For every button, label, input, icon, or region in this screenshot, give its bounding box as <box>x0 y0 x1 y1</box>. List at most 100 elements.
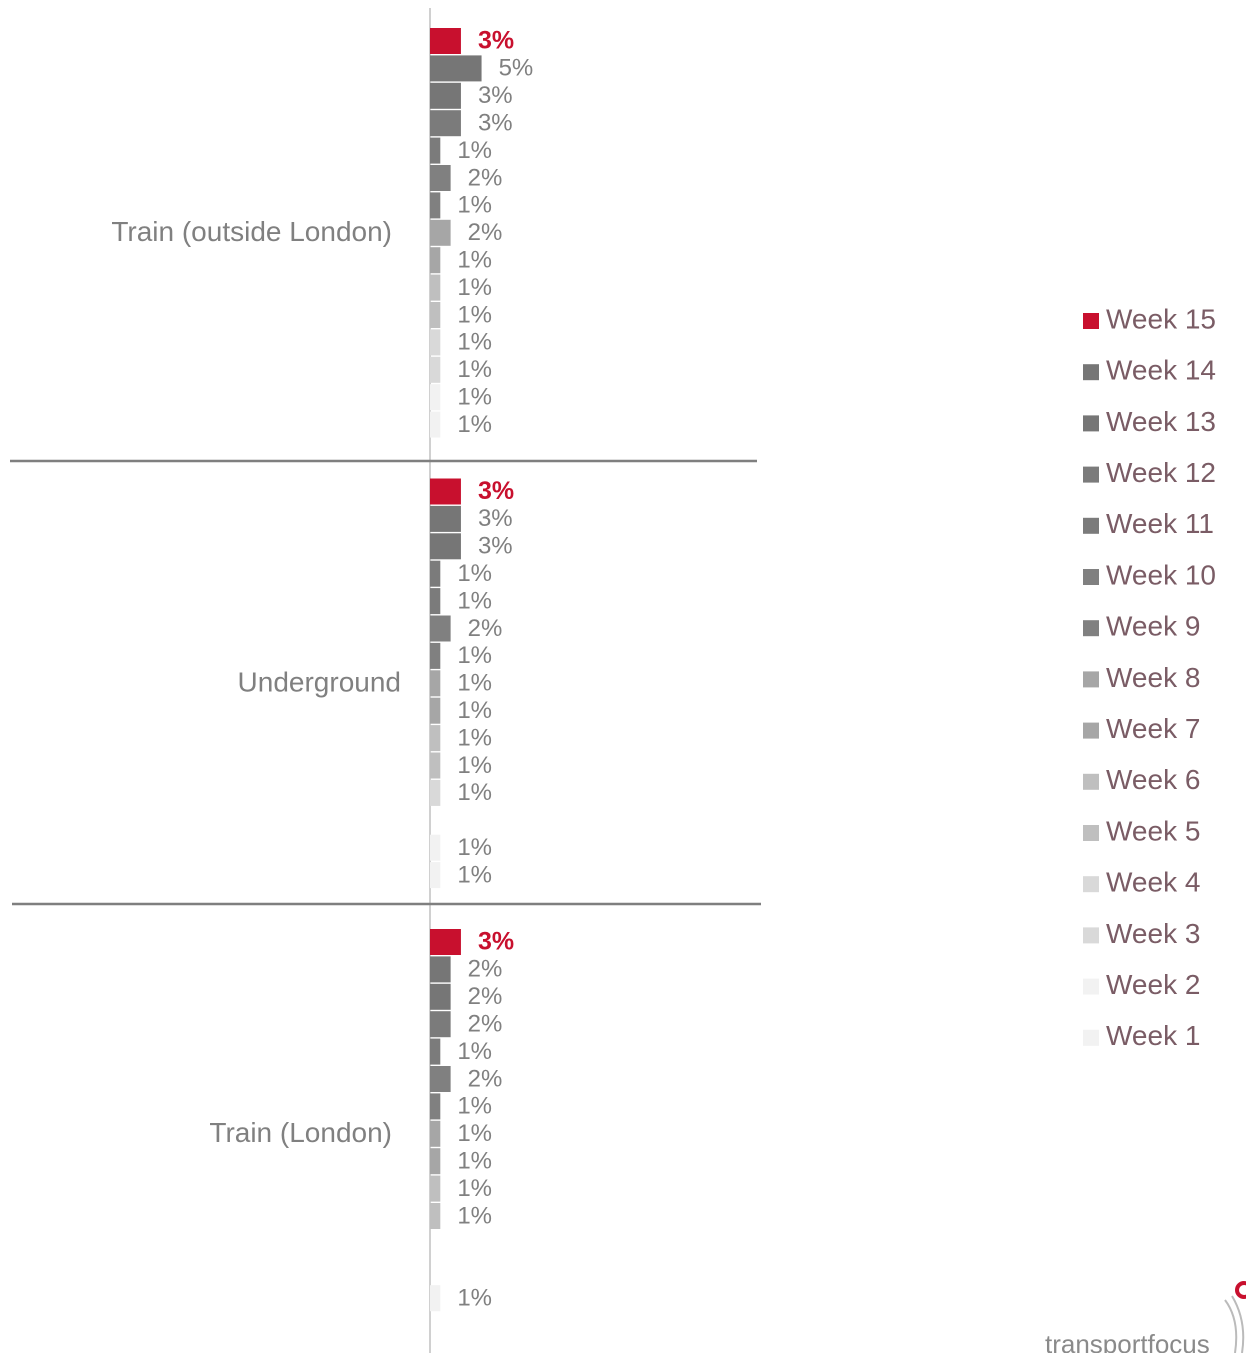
legend-swatch <box>1083 1029 1099 1046</box>
legend-swatch <box>1083 722 1099 739</box>
legend-swatch <box>1083 569 1099 585</box>
legend-label: Week 11 <box>1106 508 1214 539</box>
bar <box>430 1203 441 1229</box>
value-label: 1% <box>457 1175 492 1202</box>
bar <box>430 1175 441 1202</box>
bar <box>430 219 451 246</box>
bar <box>430 533 461 560</box>
legend-label: Week 12 <box>1106 457 1216 488</box>
legend-swatch <box>1083 364 1099 381</box>
value-label: 3% <box>478 477 514 505</box>
value-label: 2% <box>468 956 503 983</box>
value-label: 1% <box>457 670 492 697</box>
bar <box>430 356 441 383</box>
value-label: 1% <box>457 587 492 614</box>
legend-swatch <box>1083 517 1099 534</box>
bar <box>430 82 461 109</box>
legend-swatch <box>1083 671 1099 688</box>
legend-label: Week 9 <box>1106 611 1200 642</box>
value-label: 3% <box>478 82 513 109</box>
logo: transportfocus <box>1045 1329 1210 1353</box>
value-label: 1% <box>457 1285 492 1312</box>
value-label: 1% <box>457 1148 492 1175</box>
legend-swatch <box>1083 876 1099 893</box>
legend-label: Week 2 <box>1106 969 1200 1000</box>
bar <box>430 615 451 642</box>
value-label: 1% <box>457 1120 492 1147</box>
bar <box>430 642 441 669</box>
legend-label: Week 14 <box>1106 355 1216 386</box>
legend-swatch <box>1083 927 1099 944</box>
value-label: 1% <box>457 861 492 888</box>
legend-label: Week 15 <box>1106 303 1216 334</box>
value-label: 1% <box>457 137 492 164</box>
legend-swatch <box>1083 620 1099 637</box>
value-label: 1% <box>457 329 492 356</box>
value-label: 1% <box>457 384 492 411</box>
value-label: 3% <box>478 928 514 956</box>
category-label: Train (outside London) <box>111 216 392 247</box>
bar <box>430 110 461 137</box>
bar <box>430 956 451 983</box>
value-label: 1% <box>457 192 492 219</box>
legend-label: Week 5 <box>1106 815 1200 846</box>
value-label: 1% <box>457 834 492 861</box>
bar <box>430 302 441 328</box>
value-label: 1% <box>457 1093 492 1120</box>
bar <box>430 1120 441 1147</box>
bar <box>430 834 441 861</box>
bar <box>430 384 441 411</box>
value-label: 1% <box>457 560 492 587</box>
bar <box>430 983 451 1010</box>
bar <box>430 670 441 697</box>
bar <box>430 1011 451 1038</box>
value-label: 1% <box>457 779 492 806</box>
bar <box>430 1093 441 1120</box>
value-label: 1% <box>457 1038 492 1065</box>
bar <box>430 929 461 955</box>
bar <box>430 247 441 274</box>
legend-label: Week 3 <box>1106 918 1200 949</box>
value-label: 2% <box>468 219 503 246</box>
bar <box>430 560 441 587</box>
value-label: 1% <box>457 697 492 724</box>
legend-label: Week 10 <box>1106 559 1216 590</box>
value-label: 2% <box>468 983 503 1010</box>
legend-swatch <box>1083 313 1099 329</box>
logo-mark <box>1224 1295 1245 1353</box>
bar <box>430 779 441 806</box>
value-label: 1% <box>457 356 492 383</box>
value-label: 1% <box>457 247 492 274</box>
legend-swatch <box>1083 415 1099 432</box>
category-label: Train (London) <box>209 1117 392 1148</box>
legend-label: Week 8 <box>1106 662 1200 693</box>
value-label: 5% <box>499 55 534 82</box>
bar <box>430 862 441 889</box>
legend-label: Week 6 <box>1106 764 1200 795</box>
value-label: 2% <box>468 164 503 191</box>
logo-mark <box>1235 1281 1246 1299</box>
bar <box>430 411 441 438</box>
value-label: 3% <box>478 110 513 137</box>
value-label: 1% <box>457 724 492 751</box>
value-label: 1% <box>457 301 492 328</box>
bar <box>430 725 441 752</box>
value-label: 2% <box>468 1065 503 1092</box>
legend-swatch <box>1083 466 1099 483</box>
bar <box>430 274 441 301</box>
value-label: 3% <box>478 27 514 55</box>
legend-swatch <box>1083 825 1099 841</box>
legend-swatch <box>1083 773 1099 790</box>
value-label: 2% <box>468 615 503 642</box>
legend-label: Week 7 <box>1106 713 1200 744</box>
bar <box>430 588 441 615</box>
bar <box>430 1148 441 1175</box>
value-label: 1% <box>457 1202 492 1229</box>
value-label: 1% <box>457 642 492 669</box>
bar <box>430 1285 441 1312</box>
bar <box>430 137 441 164</box>
value-label: 3% <box>478 505 513 532</box>
value-label: 1% <box>457 752 492 779</box>
legend-label: Week 4 <box>1106 867 1200 898</box>
